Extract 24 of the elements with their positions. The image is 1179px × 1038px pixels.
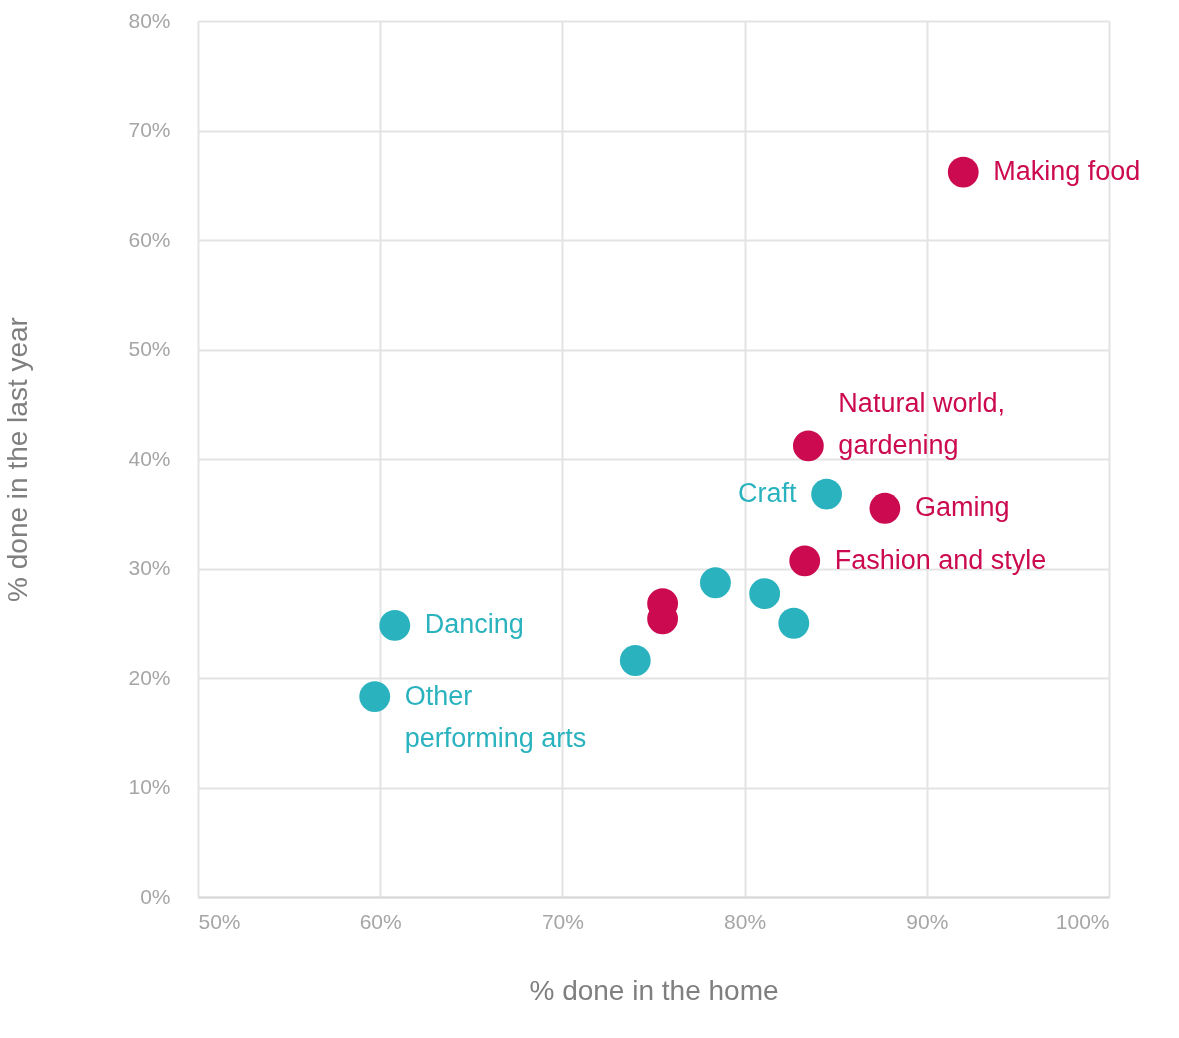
x-tick-label: 80% [724, 909, 767, 933]
data-label: Gaming [914, 492, 1010, 523]
x-tick-label: 60% [359, 909, 402, 933]
y-tick-label: 60% [128, 227, 171, 251]
data-label: Natural world, gardening [838, 387, 1005, 460]
y-tick-label: 10% [128, 775, 171, 798]
data-label: Other performing arts [404, 680, 587, 753]
x-tick-label: 70% [541, 909, 584, 933]
x-tick-label: 100% [1055, 909, 1110, 933]
y-tick-label: 20% [128, 665, 171, 689]
y-tick-label: 80% [128, 8, 171, 32]
y-tick-label: 30% [128, 556, 171, 579]
y-tick-label: 40% [128, 446, 171, 470]
data-label: Dancing [424, 609, 524, 640]
data-label: Craft [738, 478, 798, 509]
y-axis-title: % done in the last year [2, 317, 34, 602]
data-label: Making food [993, 156, 1141, 187]
x-tick-label: 50% [198, 909, 241, 933]
y-tick-label: 0% [140, 884, 171, 908]
y-tick-label: 50% [128, 337, 171, 360]
y-tick-label: 70% [128, 118, 171, 141]
data-label: Fashion and style [834, 544, 1047, 575]
x-axis-title: % done in the home [529, 974, 779, 1006]
x-tick-label: 90% [906, 909, 949, 933]
